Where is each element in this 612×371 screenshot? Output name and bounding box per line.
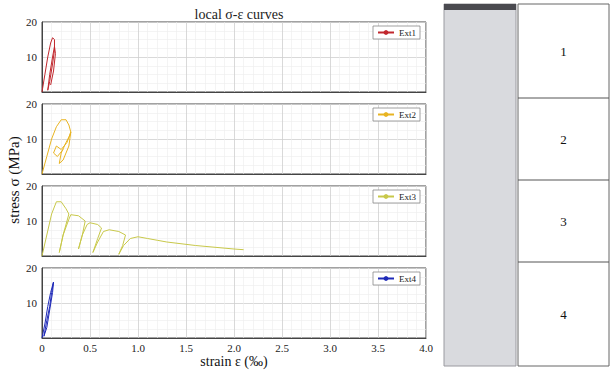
svg-text:Ext1: Ext1 (399, 28, 416, 38)
svg-text:Ext3: Ext3 (399, 192, 416, 202)
svg-text:3.5: 3.5 (371, 342, 385, 354)
svg-text:Ext2: Ext2 (399, 110, 416, 120)
svg-text:0.5: 0.5 (83, 342, 97, 354)
svg-text:10: 10 (26, 297, 38, 309)
svg-text:20: 20 (26, 16, 38, 28)
svg-text:2: 2 (560, 132, 567, 147)
svg-text:4: 4 (560, 307, 567, 322)
svg-text:0: 0 (39, 342, 45, 354)
svg-text:1: 1 (560, 44, 567, 59)
svg-text:local σ-ε curves: local σ-ε curves (195, 7, 284, 22)
svg-text:Ext4: Ext4 (399, 274, 416, 284)
svg-text:20: 20 (26, 98, 38, 110)
svg-text:3: 3 (560, 214, 567, 229)
svg-text:strain ε (‰): strain ε (‰) (200, 354, 268, 370)
svg-text:20: 20 (26, 262, 38, 274)
svg-text:stress σ (MPa): stress σ (MPa) (6, 136, 23, 223)
svg-text:10: 10 (26, 215, 38, 227)
svg-text:3.0: 3.0 (323, 342, 337, 354)
svg-text:20: 20 (26, 180, 38, 192)
svg-text:1.5: 1.5 (179, 342, 193, 354)
svg-text:2.0: 2.0 (227, 342, 241, 354)
svg-text:1.0: 1.0 (131, 342, 145, 354)
svg-text:4.0: 4.0 (419, 342, 433, 354)
svg-text:10: 10 (26, 51, 38, 63)
svg-text:10: 10 (26, 133, 38, 145)
svg-text:2.5: 2.5 (275, 342, 289, 354)
